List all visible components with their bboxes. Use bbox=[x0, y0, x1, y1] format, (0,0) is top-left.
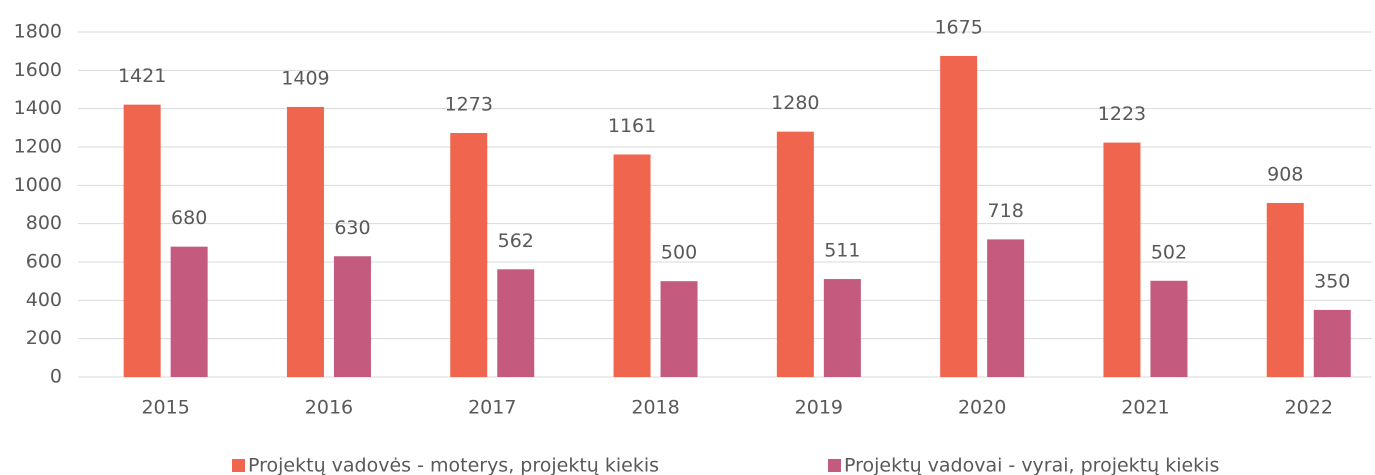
x-tick-label: 2018 bbox=[631, 397, 679, 419]
x-tick-label: 2022 bbox=[1285, 397, 1333, 419]
legend-label: Projektų vadovės - moterys, projektų kie… bbox=[248, 455, 659, 475]
data-label: 502 bbox=[1151, 241, 1187, 263]
y-tick-label: 800 bbox=[26, 212, 62, 234]
x-tick-label: 2019 bbox=[795, 397, 843, 419]
x-tick-label: 2016 bbox=[305, 397, 353, 419]
y-tick-label: 200 bbox=[26, 327, 62, 349]
data-label: 718 bbox=[988, 200, 1024, 222]
x-tick-label: 2017 bbox=[468, 397, 516, 419]
bar bbox=[123, 104, 161, 378]
bar bbox=[940, 55, 978, 377]
bar bbox=[1150, 280, 1188, 377]
y-tick-label: 0 bbox=[50, 366, 62, 388]
y-tick-label: 1600 bbox=[14, 59, 62, 81]
data-label: 1280 bbox=[771, 92, 819, 114]
legend-swatch bbox=[232, 459, 245, 472]
y-tick-label: 1800 bbox=[14, 21, 62, 43]
bar bbox=[660, 281, 698, 377]
bar bbox=[170, 246, 208, 377]
y-tick-label: 1400 bbox=[14, 97, 62, 119]
data-label: 680 bbox=[171, 207, 207, 229]
y-tick-label: 1000 bbox=[14, 174, 62, 196]
bar bbox=[1103, 142, 1141, 377]
data-label: 1409 bbox=[281, 67, 329, 89]
data-label: 511 bbox=[824, 240, 860, 262]
data-label: 562 bbox=[498, 230, 534, 252]
data-label: 500 bbox=[661, 242, 697, 264]
y-tick-label: 1200 bbox=[14, 136, 62, 158]
bar bbox=[776, 131, 814, 377]
legend-swatch bbox=[828, 459, 841, 472]
data-label: 350 bbox=[1314, 270, 1350, 292]
legend-label: Projektų vadovai - vyrai, projektų kieki… bbox=[844, 455, 1219, 475]
data-label: 630 bbox=[334, 217, 370, 239]
bar bbox=[1313, 309, 1351, 377]
y-tick-label: 400 bbox=[26, 289, 62, 311]
bar bbox=[823, 279, 861, 377]
x-tick-label: 2015 bbox=[141, 397, 189, 419]
data-label: 1223 bbox=[1098, 103, 1146, 125]
bar bbox=[613, 154, 651, 377]
bar bbox=[286, 106, 324, 378]
bar bbox=[987, 239, 1025, 377]
data-label: 1273 bbox=[445, 94, 493, 116]
x-tick-label: 2020 bbox=[958, 397, 1006, 419]
bar bbox=[1266, 202, 1304, 377]
bar bbox=[333, 256, 371, 377]
x-tick-label: 2021 bbox=[1121, 397, 1169, 419]
data-label: 1421 bbox=[118, 65, 166, 87]
bar bbox=[497, 269, 535, 377]
data-label: 1161 bbox=[608, 115, 656, 137]
bar bbox=[450, 133, 488, 377]
data-label: 908 bbox=[1267, 163, 1303, 185]
data-label: 1675 bbox=[934, 16, 982, 38]
y-tick-label: 600 bbox=[26, 251, 62, 273]
